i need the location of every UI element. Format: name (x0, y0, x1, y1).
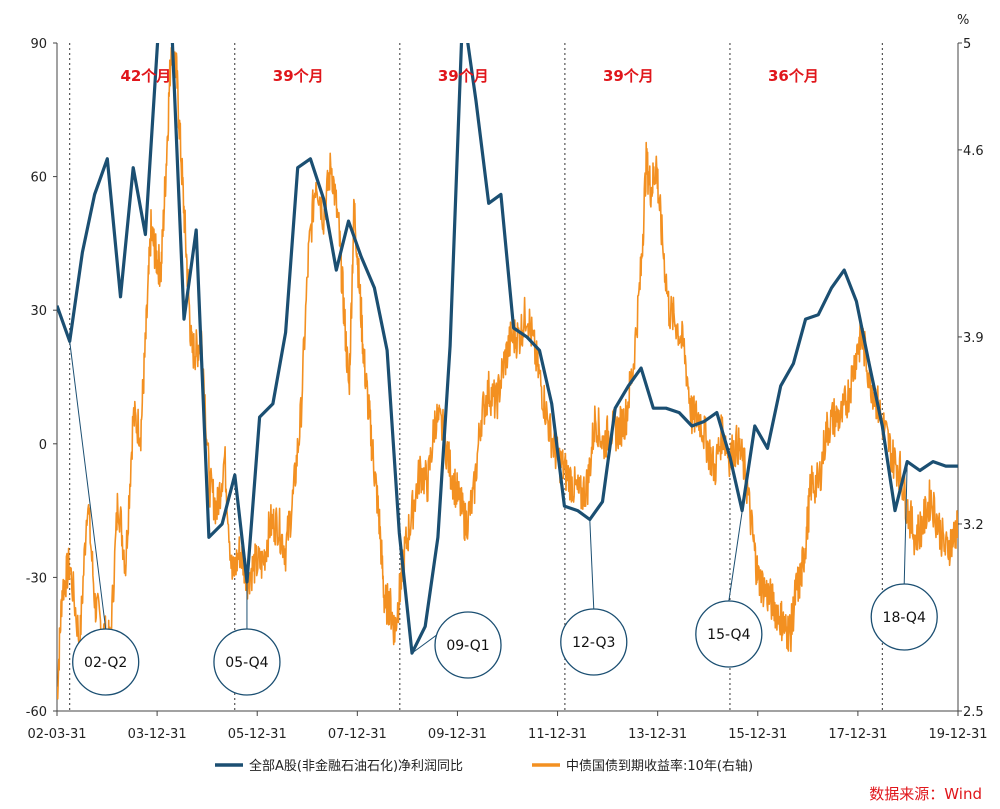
left-tick-label: 60 (30, 171, 47, 186)
series-line-yield (57, 43, 958, 700)
period-label: 42个月 (120, 67, 171, 85)
callout-label: 02-Q2 (84, 655, 127, 671)
callout-circle (560, 608, 628, 676)
left-tick-label: 30 (30, 304, 47, 319)
callout-circle (434, 611, 502, 679)
callout-label: 09-Q1 (446, 638, 489, 654)
callout-circle (870, 583, 938, 651)
x-tick-label: 05-12-31 (228, 727, 287, 742)
callout-label: 15-Q4 (707, 627, 750, 643)
period-label: 39个月 (273, 67, 324, 85)
period-label: 39个月 (438, 67, 489, 85)
x-tick-label: 17-12-31 (828, 727, 887, 742)
left-tick-label: -30 (26, 571, 47, 586)
callout-label: 18-Q4 (883, 610, 926, 626)
right-tick-label: 3.9 (963, 331, 984, 346)
right-tick-label: 3.2 (963, 518, 984, 533)
x-tick-label: 03-12-31 (128, 727, 187, 742)
x-tick-label: 11-12-31 (528, 727, 587, 742)
right-tick-label: 4.6 (963, 144, 984, 159)
left-tick-label: 0 (39, 438, 47, 453)
callout-label: 12-Q3 (572, 635, 615, 651)
x-tick-label: 07-12-31 (328, 727, 387, 742)
callout-circle (695, 600, 763, 668)
legend-label-yield: 中债国债到期收益率:10年(右轴) (566, 758, 753, 774)
callout-circle (213, 628, 281, 696)
left-tick-label: -60 (26, 705, 47, 720)
callout-label: 05-Q4 (225, 655, 268, 671)
callout-leader-line (589, 519, 595, 610)
right-tick-label: 2.5 (963, 705, 984, 720)
left-tick-label: 90 (30, 37, 47, 52)
period-label: 39个月 (603, 67, 654, 85)
callout-leader-line (903, 461, 908, 585)
period-label: 36个月 (768, 67, 819, 85)
x-tick-label: 02-03-31 (27, 727, 86, 742)
right-axis-unit: % (957, 13, 969, 28)
source-note: 数据来源：Wind (869, 785, 982, 803)
x-tick-label: 19-12-31 (928, 727, 987, 742)
x-tick-label: 09-12-31 (428, 727, 487, 742)
series-line-profit (57, 43, 958, 655)
legend-label-profit: 全部A股(非金融石油石化)净利润同比 (249, 758, 463, 774)
right-tick-label: 5 (963, 37, 971, 52)
callout-leader-line (728, 425, 756, 602)
callout-circle (72, 628, 140, 696)
x-tick-label: 13-12-31 (628, 727, 687, 742)
x-tick-label: 15-12-31 (728, 727, 787, 742)
callout-leader-line (69, 341, 107, 630)
